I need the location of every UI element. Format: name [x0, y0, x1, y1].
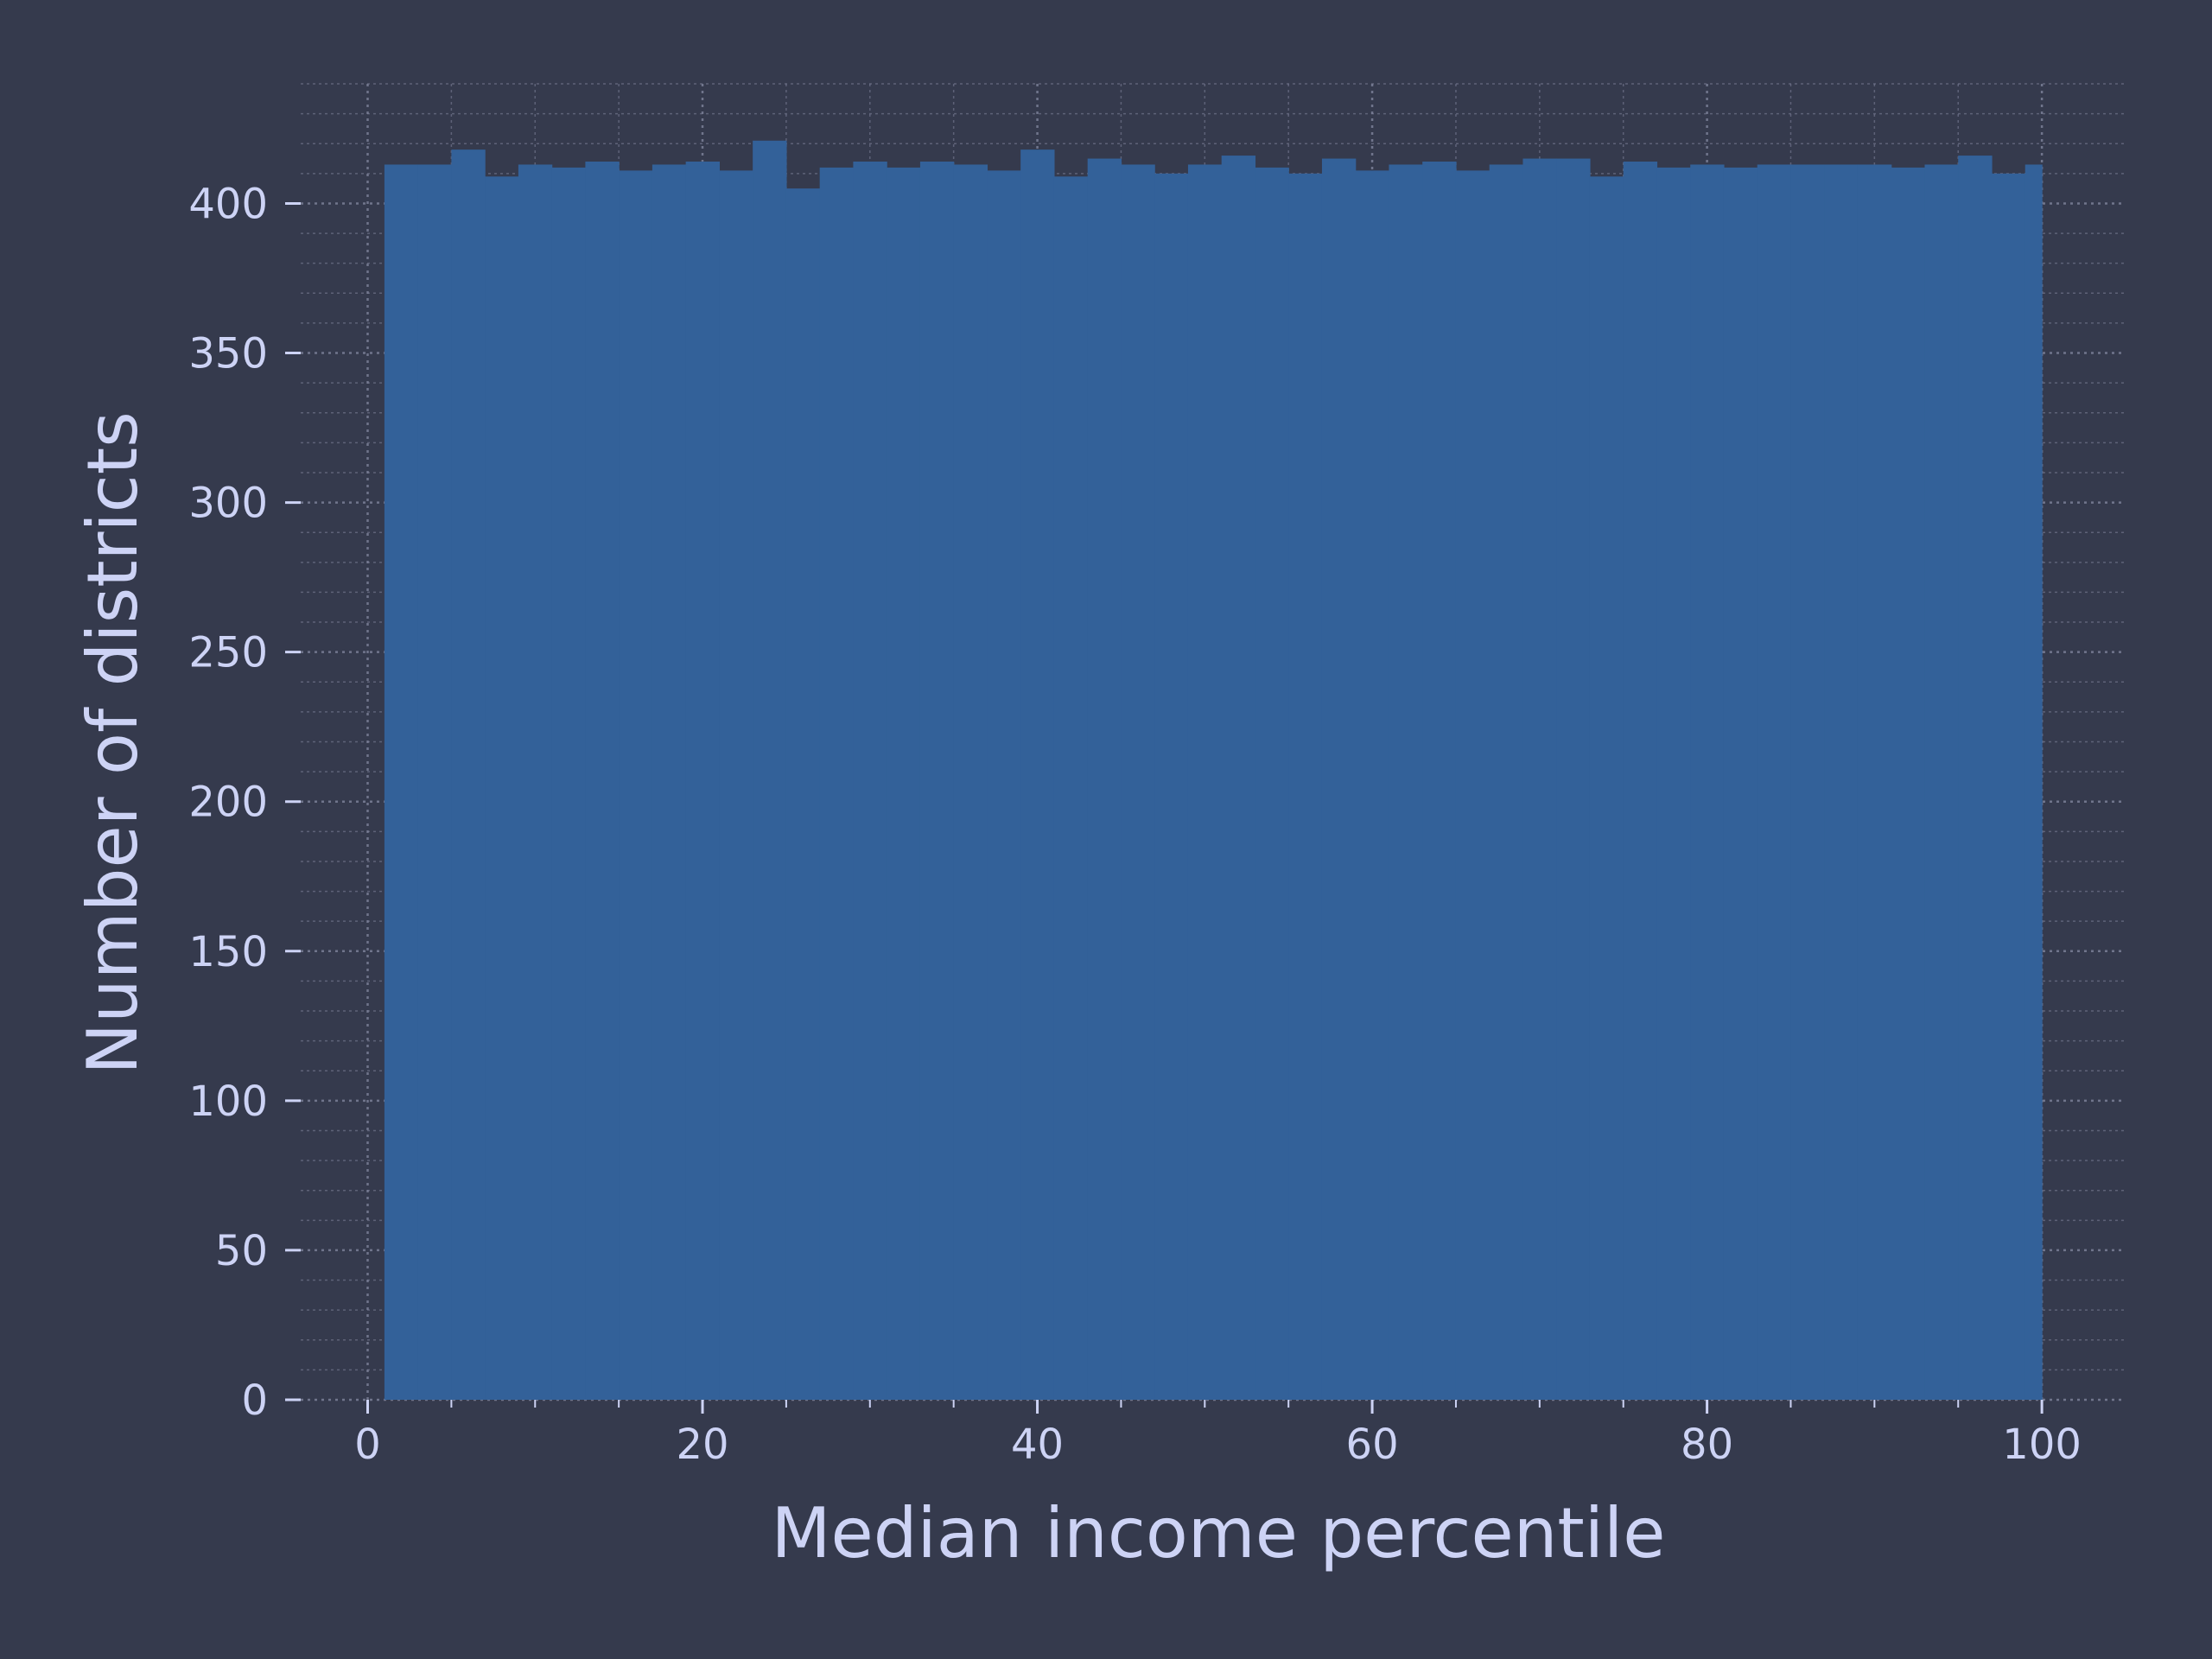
histogram-bar — [2024, 164, 2043, 1401]
histogram-bar — [1623, 161, 1658, 1400]
histogram-bar — [518, 164, 553, 1401]
histogram-bar — [987, 170, 1021, 1401]
histogram-bar — [1723, 167, 1758, 1400]
histogram-bars — [384, 140, 2043, 1401]
histogram-bar — [485, 176, 519, 1401]
histogram-bar — [1020, 149, 1055, 1400]
histogram-bar — [1656, 167, 1691, 1400]
y-tick-label: 250 — [188, 629, 268, 677]
histogram-bar — [1288, 173, 1323, 1400]
histogram-bar — [1053, 176, 1089, 1401]
histogram-bar — [1221, 156, 1256, 1400]
histogram-bar — [1757, 164, 1792, 1401]
histogram-bar — [1087, 158, 1122, 1401]
y-tick-label: 400 — [188, 180, 268, 228]
histogram-bar — [887, 167, 921, 1400]
histogram-bar — [1389, 164, 1423, 1401]
histogram-bar — [1321, 158, 1357, 1401]
histogram-bar — [1824, 164, 1859, 1401]
histogram-bar — [785, 188, 821, 1401]
histogram-bar — [1121, 164, 1155, 1401]
histogram-bar — [551, 167, 586, 1400]
histogram-bar — [451, 149, 486, 1400]
y-tick-label: 300 — [188, 480, 268, 528]
x-tick-label: 20 — [676, 1421, 728, 1469]
histogram-bar — [1690, 164, 1725, 1401]
y-tick-label: 150 — [188, 928, 268, 976]
histogram-bar — [1355, 170, 1390, 1401]
x-axis-label: Median income percentile — [772, 1493, 1666, 1573]
histogram-bar — [619, 170, 653, 1401]
histogram-bar — [1924, 164, 1959, 1401]
y-tick-label: 200 — [188, 779, 268, 827]
histogram-bar — [585, 161, 620, 1400]
histogram-bar — [1958, 156, 1993, 1400]
x-tick-label: 0 — [354, 1421, 381, 1469]
histogram-bar — [1891, 167, 1926, 1400]
y-axis: 0 50 100 150 200 250 300 350 400 — [188, 180, 301, 1425]
y-axis-label: Number of districts — [73, 411, 153, 1075]
histogram-bar — [417, 164, 452, 1401]
histogram-bar — [853, 161, 887, 1400]
x-tick-label: 100 — [2002, 1421, 2082, 1469]
histogram-bar — [1154, 173, 1189, 1400]
histogram-bar — [753, 140, 787, 1401]
histogram-bar — [1857, 164, 1892, 1401]
x-tick-label: 80 — [1681, 1421, 1733, 1469]
histogram-bar — [1422, 161, 1457, 1400]
x-tick-label: 40 — [1011, 1421, 1064, 1469]
histogram-bar — [685, 161, 721, 1400]
histogram-bar — [1187, 164, 1223, 1401]
histogram-bar — [1522, 158, 1557, 1401]
histogram-bar — [384, 164, 419, 1401]
histogram-bar — [1589, 176, 1624, 1401]
histogram-bar — [1790, 164, 1825, 1401]
histogram-bar — [1489, 164, 1524, 1401]
x-axis: 0 20 40 60 80 100 — [354, 1400, 2082, 1469]
histogram-bar — [819, 167, 855, 1400]
histogram-bar — [1455, 170, 1491, 1401]
histogram-bar — [652, 164, 687, 1401]
y-tick-label: 50 — [215, 1227, 268, 1275]
x-tick-label: 60 — [1346, 1421, 1399, 1469]
y-tick-label: 350 — [188, 330, 268, 378]
histogram-bar — [1991, 173, 2026, 1400]
y-tick-label: 100 — [188, 1077, 268, 1126]
histogram-bar — [953, 164, 988, 1401]
histogram-bar — [1255, 167, 1289, 1400]
histogram-bar — [919, 161, 955, 1400]
histogram-bar — [719, 170, 753, 1401]
y-tick-label: 0 — [241, 1376, 268, 1425]
histogram-bar — [1556, 158, 1591, 1401]
